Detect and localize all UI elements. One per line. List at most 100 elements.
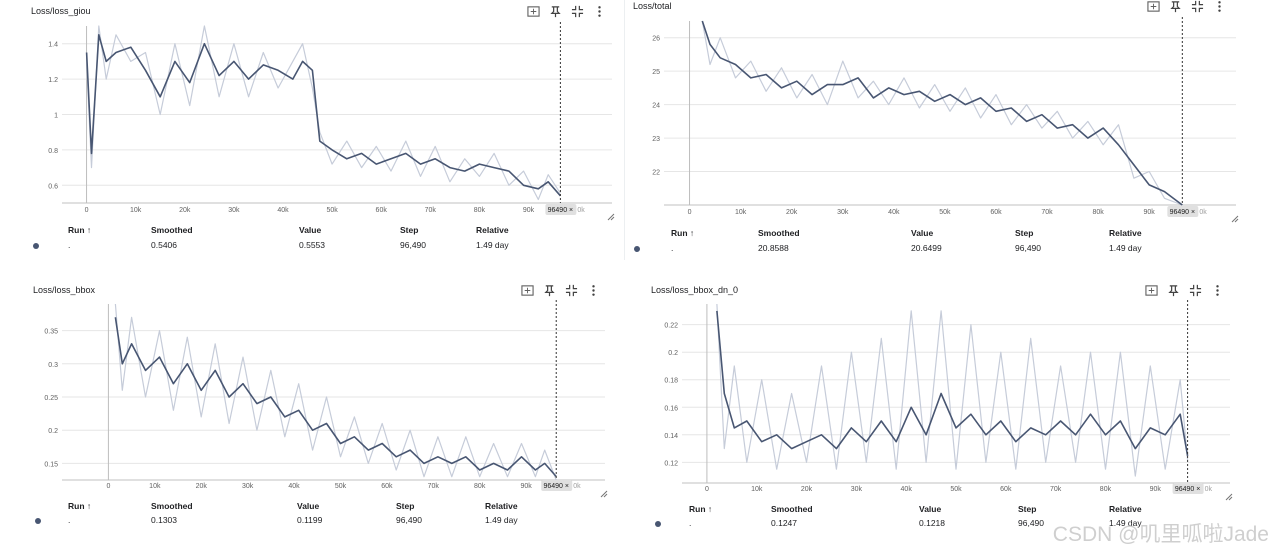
panel-title: Loss/loss_giou: [31, 6, 91, 16]
y-tick-label: 0.25: [44, 395, 58, 402]
header-value: Value: [299, 225, 322, 235]
y-tick-label: 0.3: [48, 362, 58, 369]
header-run[interactable]: Run ↑: [68, 501, 92, 511]
x-tick-label: 10k: [735, 209, 747, 216]
cursor-label: 96490 ×: [548, 207, 574, 214]
x-tick-label: 80k: [1100, 486, 1112, 493]
x-tick-label: 10k: [149, 483, 161, 490]
x-tick-label: 90k: [1144, 209, 1156, 216]
fit-domain-icon[interactable]: [1146, 0, 1160, 13]
x-tick-label: 90k: [523, 207, 535, 214]
x-tick-label: 30k: [242, 483, 254, 490]
x-tick-label: 50k: [326, 207, 338, 214]
x-tick-label: 30k: [851, 486, 863, 493]
series-raw: [701, 20, 1183, 206]
cell-smoothed: 0.1303: [151, 515, 177, 525]
header-value: Value: [297, 501, 320, 511]
x-tick-label: 60k: [381, 483, 393, 490]
cursor-label-bg: [541, 480, 573, 491]
cell-value: 0.1218: [919, 518, 945, 528]
header-value: Value: [919, 504, 942, 514]
pin-icon[interactable]: [1166, 283, 1180, 297]
header-smoothed: Smoothed: [758, 228, 800, 238]
chart-loss-bbox: 0.15 0.2 0.25 0.3 0.35 0 10k 20k 30k 40k 50k 60k 70k…: [44, 300, 608, 498]
run-color-dot: [634, 246, 640, 252]
header-smoothed: Smoothed: [771, 504, 813, 514]
x-tick-label: 70k: [1050, 486, 1062, 493]
fit-domain-icon[interactable]: [526, 4, 540, 18]
x-tick-label: 90k: [520, 483, 532, 490]
panel-toolbar: [520, 283, 600, 297]
x-tick-label: 20k: [179, 207, 191, 214]
header-relative: Relative: [1109, 504, 1142, 514]
header-step: Step: [400, 225, 419, 235]
cell-relative: 1.49 day: [1109, 243, 1142, 253]
cell-run: .: [689, 518, 692, 528]
y-tick-label: 1.2: [48, 77, 58, 84]
header-run[interactable]: Run ↑: [671, 228, 695, 238]
x-tick-label: 10k: [130, 207, 142, 214]
cell-relative: 1.49 day: [485, 515, 518, 525]
header-smoothed: Smoothed: [151, 225, 193, 235]
more-vert-icon[interactable]: [1212, 0, 1226, 13]
x-tick-label: 20k: [786, 209, 798, 216]
x-tick-label: 60k: [376, 207, 388, 214]
y-tick-label: 0.16: [664, 405, 678, 412]
x-tick-label: 70k: [428, 483, 440, 490]
y-tick-label: 0.35: [44, 329, 58, 336]
cell-step: 96,490: [1018, 518, 1044, 528]
fullscreen-exit-icon[interactable]: [1190, 0, 1204, 13]
series-smoothed: [85, 33, 562, 197]
chart-loss-total: 22 23 24 25 26 0 10k 20k 30k 40k 50k 60k 70k 80k 90k 96…: [652, 17, 1239, 223]
fit-domain-icon[interactable]: [1144, 283, 1158, 297]
x-tick-label: 40k: [888, 209, 900, 216]
series-smoothed: [701, 20, 1183, 206]
cell-step: 96,490: [396, 515, 422, 525]
x-tick-label: 60k: [1000, 486, 1012, 493]
cell-value: 0.5553: [299, 240, 325, 250]
header-run[interactable]: Run ↑: [68, 225, 92, 235]
fullscreen-exit-icon[interactable]: [1188, 283, 1202, 297]
x-tick-label: 80k: [1092, 209, 1104, 216]
header-relative: Relative: [485, 501, 518, 511]
pin-icon[interactable]: [548, 4, 562, 18]
chart-loss-bbox-dn-0: 0.12 0.14 0.16 0.18 0.2 0.22 0 10k 20k 30k 40k 50k 6…: [664, 300, 1233, 501]
cursor-label-bg: [1167, 206, 1199, 217]
cell-relative: 1.49 day: [476, 240, 509, 250]
x-tick-label: 0: [688, 209, 692, 216]
chart-loss-giou: 0.6 0.8 1 1.2 1.4 0 10k 20k 30k 40k 50k 60k 70k 80k 90…: [48, 22, 615, 221]
y-tick-label: 0.2: [48, 428, 58, 435]
x-tick-label: 50k: [335, 483, 347, 490]
fullscreen-exit-icon[interactable]: [564, 283, 578, 297]
y-tick-label: 0.22: [664, 323, 678, 330]
pin-icon[interactable]: [542, 283, 556, 297]
y-tick-label: 0.18: [664, 378, 678, 385]
fullscreen-exit-icon[interactable]: [570, 4, 584, 18]
panel-title: Loss/loss_bbox_dn_0: [651, 285, 739, 295]
more-vert-icon[interactable]: [592, 4, 606, 18]
x-tick-label: 80k: [474, 483, 486, 490]
x-tick-label: 0k: [577, 207, 585, 214]
panel-title: Loss/loss_bbox: [33, 285, 96, 295]
panel-toolbar: [526, 4, 606, 18]
resize-handle-icon: [1225, 493, 1233, 501]
y-tick-label: 0.2: [668, 350, 678, 357]
fit-domain-icon[interactable]: [520, 283, 534, 297]
y-tick-label: 0.6: [48, 183, 58, 190]
x-tick-label: 40k: [901, 486, 913, 493]
y-tick-label: 1.4: [48, 42, 58, 49]
cell-run: .: [68, 515, 71, 525]
panel-toolbar: [1146, 0, 1226, 13]
x-tick-label: 20k: [196, 483, 208, 490]
series-smoothed: [114, 317, 557, 478]
more-vert-icon[interactable]: [586, 283, 600, 297]
x-tick-label: 10k: [751, 486, 763, 493]
more-vert-icon[interactable]: [1210, 283, 1224, 297]
header-run[interactable]: Run ↑: [689, 504, 713, 514]
series-raw: [716, 303, 1189, 477]
pin-icon[interactable]: [1168, 0, 1182, 13]
cursor-label: 96490 ×: [1175, 486, 1201, 493]
x-tick-label: 0k: [1199, 209, 1207, 216]
cell-value: 0.1199: [297, 515, 323, 525]
cell-smoothed: 0.5406: [151, 240, 177, 250]
